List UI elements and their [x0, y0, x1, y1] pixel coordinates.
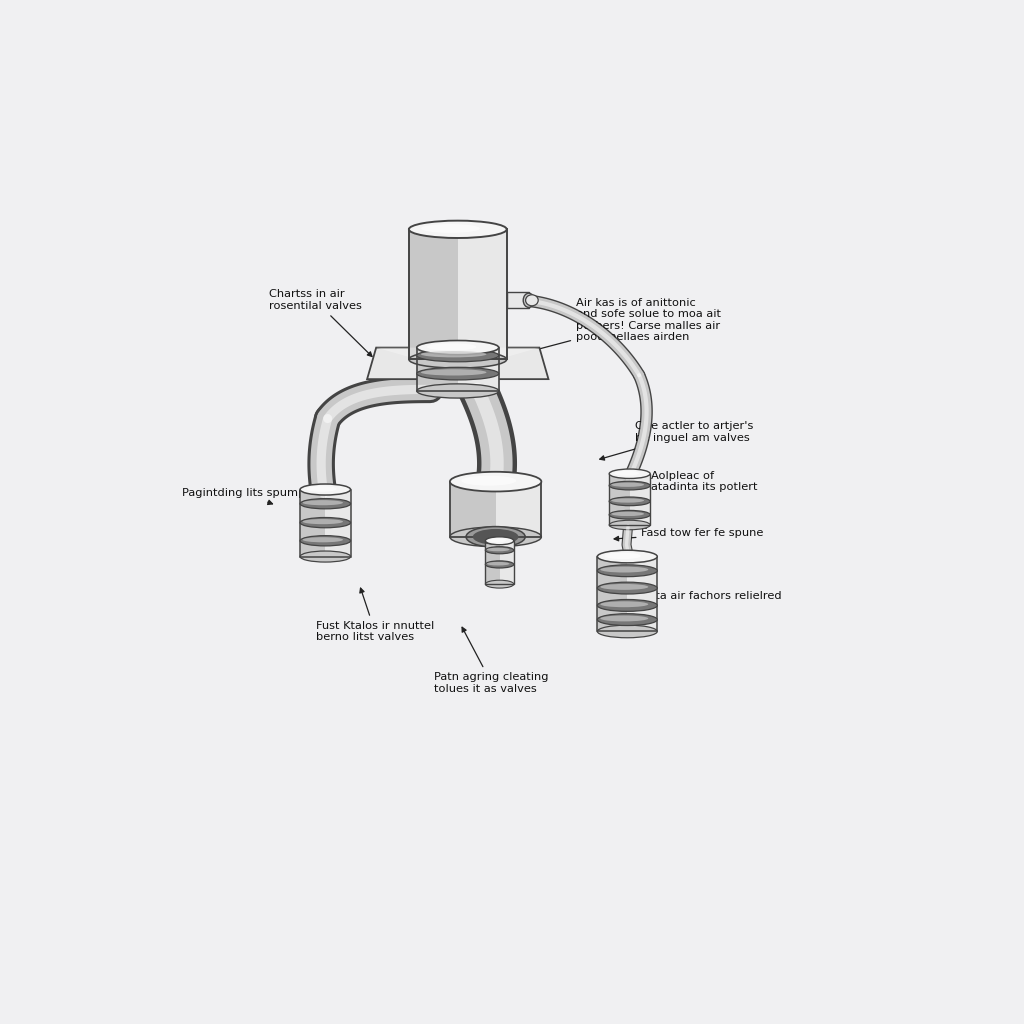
Ellipse shape — [450, 472, 542, 492]
Ellipse shape — [597, 599, 657, 611]
Polygon shape — [628, 557, 657, 632]
Text: Aolpleac of
atadinta its potlert: Aolpleac of atadinta its potlert — [624, 471, 758, 502]
Polygon shape — [409, 229, 458, 359]
Text: Fust Ktalos ir nnuttel
berno litst valves: Fust Ktalos ir nnuttel berno litst valve… — [315, 588, 434, 642]
Polygon shape — [597, 557, 628, 632]
Ellipse shape — [485, 561, 514, 568]
Ellipse shape — [600, 601, 648, 607]
Ellipse shape — [417, 384, 499, 398]
Ellipse shape — [614, 471, 639, 475]
Bar — [597, 557, 657, 632]
Ellipse shape — [609, 497, 650, 506]
Bar — [450, 481, 542, 537]
Ellipse shape — [600, 566, 648, 572]
Ellipse shape — [306, 486, 337, 492]
Ellipse shape — [427, 343, 476, 350]
Ellipse shape — [300, 551, 350, 562]
Ellipse shape — [600, 615, 648, 622]
Bar — [485, 541, 514, 584]
Ellipse shape — [421, 351, 486, 357]
Ellipse shape — [609, 520, 650, 529]
Ellipse shape — [303, 519, 343, 524]
Text: Chartss in air
rosentilal valves: Chartss in air rosentilal valves — [268, 290, 372, 356]
Polygon shape — [458, 347, 499, 391]
Bar — [409, 229, 507, 359]
Polygon shape — [367, 347, 549, 379]
Bar — [507, 293, 528, 308]
Polygon shape — [458, 229, 507, 359]
Polygon shape — [450, 481, 496, 537]
Ellipse shape — [303, 538, 343, 543]
Ellipse shape — [611, 482, 644, 486]
Bar — [300, 489, 350, 557]
Polygon shape — [326, 489, 350, 557]
Text: Patn agring cleating
tolues it as valves: Patn agring cleating tolues it as valves — [434, 628, 549, 693]
Ellipse shape — [605, 553, 641, 559]
Ellipse shape — [300, 484, 350, 495]
Ellipse shape — [421, 370, 486, 376]
Ellipse shape — [300, 499, 350, 509]
Ellipse shape — [609, 469, 650, 478]
Ellipse shape — [409, 220, 507, 238]
Bar — [417, 347, 499, 391]
Bar — [609, 474, 650, 525]
Ellipse shape — [485, 547, 514, 554]
Ellipse shape — [611, 512, 644, 516]
Ellipse shape — [597, 565, 657, 577]
Text: Oue actler to artjer's
be inguel am valves: Oue actler to artjer's be inguel am valv… — [600, 421, 754, 460]
Ellipse shape — [303, 500, 343, 505]
Polygon shape — [630, 474, 650, 525]
Ellipse shape — [525, 295, 539, 306]
Polygon shape — [300, 489, 326, 557]
Ellipse shape — [523, 293, 535, 307]
Ellipse shape — [609, 510, 650, 519]
Ellipse shape — [611, 499, 644, 503]
Ellipse shape — [473, 529, 518, 545]
Ellipse shape — [485, 537, 514, 545]
Ellipse shape — [609, 481, 650, 489]
Ellipse shape — [600, 584, 648, 590]
Ellipse shape — [417, 368, 499, 380]
Ellipse shape — [486, 562, 510, 565]
Text: Air kas is of anittonic
ond sofe solue to moa ait
purbers! Carse malles air
poot: Air kas is of anittonic ond sofe solue t… — [504, 298, 721, 359]
Ellipse shape — [597, 550, 657, 563]
Ellipse shape — [597, 583, 657, 594]
Polygon shape — [500, 541, 514, 584]
Ellipse shape — [488, 539, 506, 543]
Ellipse shape — [466, 526, 525, 547]
Ellipse shape — [409, 351, 507, 368]
Polygon shape — [417, 347, 458, 391]
Ellipse shape — [421, 224, 480, 232]
Ellipse shape — [417, 349, 499, 361]
Text: Fasd tow fer fe spune: Fasd tow fer fe spune — [614, 528, 764, 541]
Polygon shape — [485, 541, 500, 584]
Ellipse shape — [462, 476, 516, 485]
Ellipse shape — [486, 548, 510, 551]
Ellipse shape — [597, 625, 657, 638]
Ellipse shape — [300, 517, 350, 527]
Polygon shape — [376, 347, 540, 357]
Text: Air pump: Air pump — [452, 267, 504, 304]
Ellipse shape — [450, 527, 542, 547]
Polygon shape — [609, 474, 630, 525]
Ellipse shape — [485, 581, 514, 588]
Text: Maken lita air fachors relielred: Maken lita air fachors relielred — [600, 591, 781, 602]
Ellipse shape — [417, 341, 499, 354]
Text: Pagintding lits spump: Pagintding lits spump — [182, 488, 305, 505]
Ellipse shape — [300, 536, 350, 546]
Ellipse shape — [597, 613, 657, 626]
Polygon shape — [496, 481, 542, 537]
